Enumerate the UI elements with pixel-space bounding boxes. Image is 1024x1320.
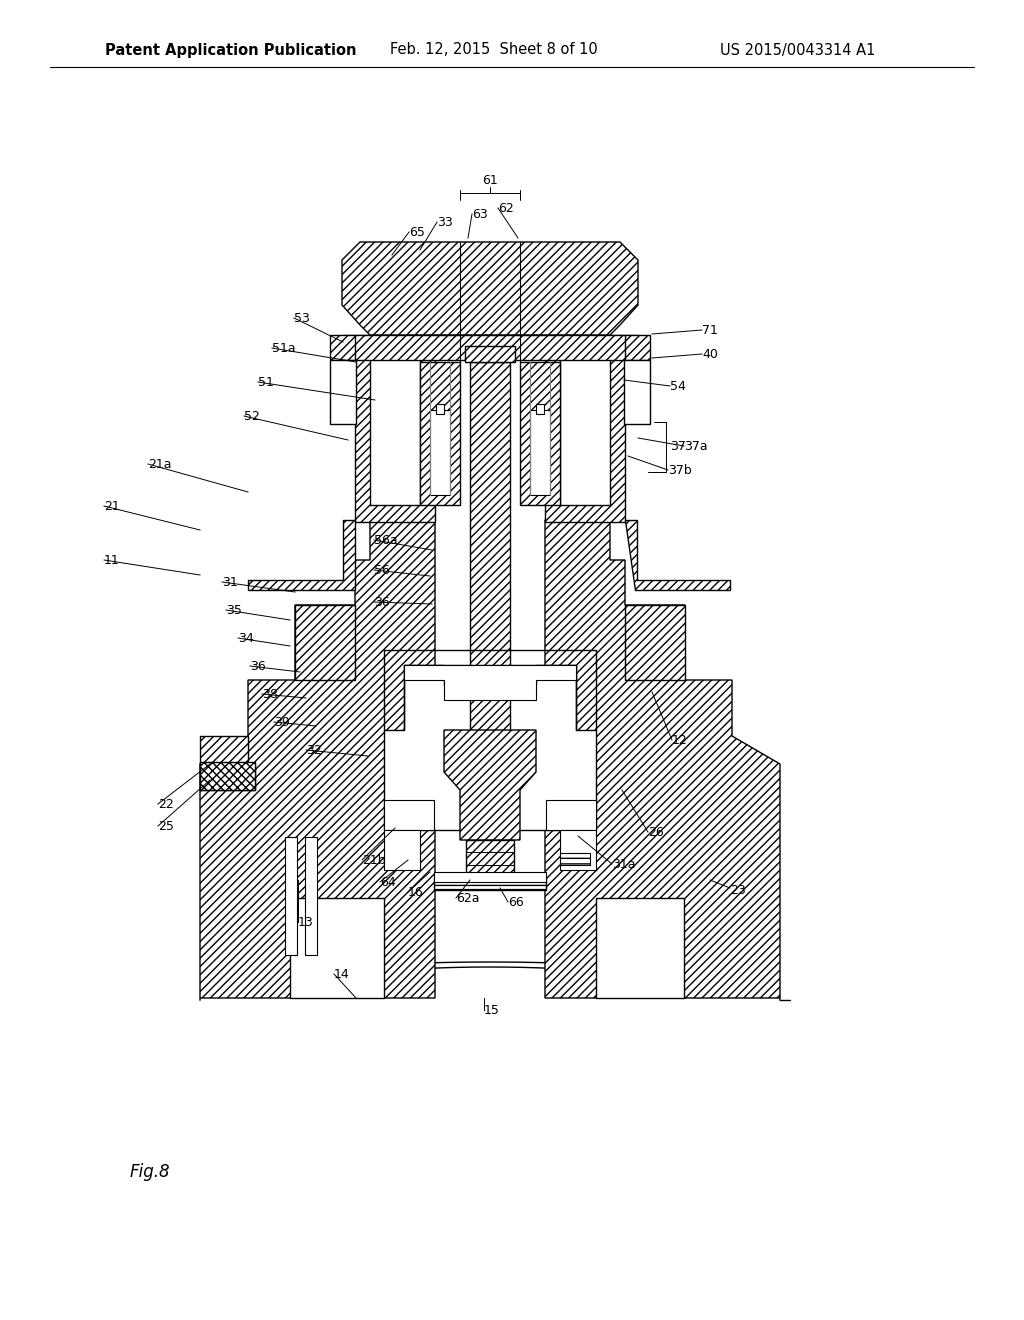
Text: 13: 13 [298, 916, 313, 928]
Bar [624, 360, 650, 424]
Polygon shape [444, 730, 536, 840]
Text: 33: 33 [437, 215, 453, 228]
Polygon shape [384, 665, 596, 830]
Bar [290, 898, 384, 998]
Polygon shape [625, 520, 730, 590]
Text: 51: 51 [258, 375, 273, 388]
Bar [384, 800, 434, 830]
Text: Fig.8: Fig.8 [130, 1163, 171, 1181]
Text: 40: 40 [702, 347, 718, 360]
Polygon shape [200, 520, 435, 998]
Bar [384, 830, 420, 870]
Text: 22: 22 [158, 797, 174, 810]
Bar [330, 360, 356, 424]
Polygon shape [530, 411, 550, 495]
Polygon shape [430, 411, 450, 495]
Bar [596, 898, 684, 998]
Polygon shape [342, 335, 638, 360]
Text: 62a: 62a [456, 891, 479, 904]
Text: 52: 52 [244, 409, 260, 422]
Polygon shape [342, 242, 638, 335]
Text: 21a: 21a [148, 458, 171, 470]
Text: 36: 36 [250, 660, 266, 672]
Text: 32: 32 [306, 743, 322, 756]
Bar [305, 837, 317, 954]
Text: 11: 11 [104, 553, 120, 566]
Bar [434, 878, 546, 890]
Bar [434, 873, 546, 882]
Polygon shape [545, 335, 625, 521]
Bar [546, 800, 596, 830]
Text: 23: 23 [730, 883, 745, 896]
Polygon shape [200, 737, 255, 789]
Text: 51a: 51a [272, 342, 296, 355]
Polygon shape [248, 520, 355, 590]
Text: 65: 65 [409, 226, 425, 239]
Bar [285, 837, 297, 954]
Text: 62: 62 [498, 202, 514, 214]
Text: 39: 39 [274, 715, 290, 729]
Polygon shape [355, 335, 435, 521]
Text: 26: 26 [648, 825, 664, 838]
Polygon shape [520, 362, 560, 506]
Polygon shape [420, 362, 460, 506]
Text: 56: 56 [374, 564, 390, 577]
Text: 71: 71 [702, 323, 718, 337]
Text: 64: 64 [380, 875, 395, 888]
Polygon shape [625, 335, 650, 360]
Text: 38: 38 [262, 688, 278, 701]
Text: 35: 35 [226, 603, 242, 616]
Polygon shape [330, 335, 355, 360]
Text: US 2015/0043314 A1: US 2015/0043314 A1 [720, 42, 876, 58]
Text: 63: 63 [472, 207, 487, 220]
Bar [200, 762, 255, 789]
Text: 53: 53 [294, 312, 310, 325]
Text: Patent Application Publication: Patent Application Publication [105, 42, 356, 58]
Text: 37b: 37b [668, 463, 692, 477]
Text: 31: 31 [222, 576, 238, 589]
Bar [436, 404, 444, 414]
Polygon shape [466, 840, 514, 880]
Polygon shape [404, 665, 575, 700]
Text: 61: 61 [482, 173, 498, 186]
Text: 12: 12 [672, 734, 688, 747]
Text: 56a: 56a [374, 533, 397, 546]
Bar [470, 362, 510, 840]
Bar [560, 830, 596, 870]
Polygon shape [625, 605, 685, 680]
Text: 21: 21 [104, 499, 120, 512]
Text: 37a: 37a [684, 440, 708, 453]
Text: 15: 15 [484, 1003, 500, 1016]
Text: 14: 14 [334, 968, 350, 981]
Text: 31a: 31a [612, 858, 636, 870]
Polygon shape [295, 605, 355, 680]
Text: Feb. 12, 2015  Sheet 8 of 10: Feb. 12, 2015 Sheet 8 of 10 [390, 42, 598, 58]
Bar [560, 853, 590, 865]
Bar [465, 346, 515, 362]
Text: 21b: 21b [362, 854, 386, 866]
Polygon shape [545, 520, 780, 998]
Text: 66: 66 [508, 895, 523, 908]
Text: 36: 36 [374, 595, 390, 609]
Text: 54: 54 [670, 380, 686, 392]
Bar [536, 404, 544, 414]
Text: 16: 16 [408, 886, 424, 899]
Text: 37: 37 [670, 440, 686, 453]
Text: 25: 25 [158, 820, 174, 833]
Text: 34: 34 [238, 631, 254, 644]
